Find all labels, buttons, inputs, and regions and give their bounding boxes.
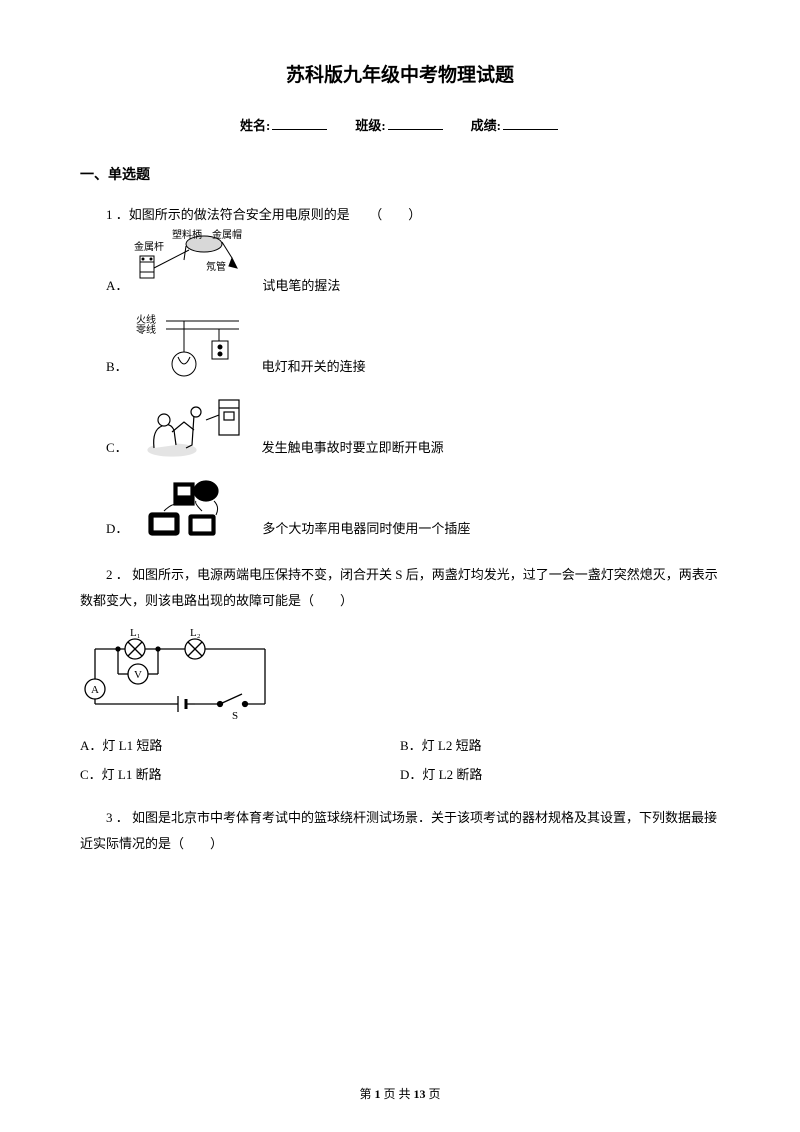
label-neutral: 零线 (136, 323, 156, 336)
label-rod: 金属杆 (134, 240, 164, 253)
l1-label: L₁ (130, 627, 141, 639)
q2-optB: B．灯 L2 短路 (400, 732, 720, 761)
footer-mid: 页 共 (380, 1087, 413, 1101)
opt-letter: D． (106, 516, 128, 546)
q1-img-a: 塑料柄 金属帽 金属杆 氖管 (134, 228, 254, 303)
voltmeter-label: V (134, 669, 142, 681)
switch-label: S (232, 710, 238, 722)
q1-optA-caption: 试电笔的握法 (262, 273, 340, 303)
q1-optB-caption: 电灯和开关的连接 (262, 354, 366, 384)
class-blank[interactable] (388, 116, 443, 130)
footer-prefix: 第 (359, 1087, 374, 1101)
l2-label: L₂ (190, 627, 201, 639)
question-2: 2 ． 如图所示，电源两端电压保持不变，闭合开关 S 后，两盏灯均发光，过了一会… (80, 562, 720, 789)
ammeter-label: A (91, 684, 99, 696)
score-label: 成绩: (471, 118, 501, 133)
q2-optC: C．灯 L1 断路 (80, 761, 400, 790)
q2-optA: A．灯 L1 短路 (80, 732, 400, 761)
footer-total: 13 (414, 1087, 426, 1101)
q1-img-c (134, 390, 254, 465)
name-label: 姓名: (240, 118, 270, 133)
opt-letter: A． (106, 273, 128, 303)
section-heading: 一、单选题 (80, 164, 720, 184)
q1-img-d (134, 471, 254, 546)
score-blank[interactable] (503, 116, 558, 130)
header-fields: 姓名: 班级: 成绩: (80, 115, 720, 134)
footer-suffix: 页 (426, 1087, 441, 1101)
q3-text: 3 ． 如图是北京市中考体育考试中的篮球绕杆测试场景．关于该项考试的器材规格及其… (80, 805, 720, 857)
q1-option-c: C． 发生触电事故时要立即断开电源 (106, 390, 720, 465)
q1-optD-caption: 多个大功率用电器同时使用一个插座 (262, 516, 470, 546)
question-3: 3 ． 如图是北京市中考体育考试中的篮球绕杆测试场景．关于该项考试的器材规格及其… (80, 805, 720, 857)
page-title: 苏科版九年级中考物理试题 (80, 60, 720, 87)
label-plastic: 塑料柄 (172, 228, 202, 241)
q1-img-b: 火线 零线 (134, 309, 254, 384)
label-cap: 金属帽 (212, 228, 242, 241)
opt-letter: B． (106, 354, 128, 384)
question-1: 1 ．如图所示的做法符合安全用电原则的是 （ ） A． 塑料柄 (80, 202, 720, 546)
q1-option-b: B． 火线 零线 电灯和开关的连接 (106, 309, 720, 384)
label-neon: 氖管 (206, 260, 226, 273)
q1-optC-caption: 发生触电事故时要立即断开电源 (262, 435, 444, 465)
page-footer: 第 1 页 共 13 页 (0, 1085, 800, 1102)
q2-circuit: A V L₁ L₂ S (80, 624, 720, 724)
class-label: 班级: (355, 118, 385, 133)
q2-optD: D．灯 L2 断路 (400, 761, 720, 790)
q1-option-d: D． 多个大功率用电器同时使用一个插座 (106, 471, 720, 546)
q2-text: 2 ． 如图所示，电源两端电压保持不变，闭合开关 S 后，两盏灯均发光，过了一会… (80, 562, 720, 614)
name-blank[interactable] (272, 116, 327, 130)
q2-options: A．灯 L1 短路 B．灯 L2 短路 C．灯 L1 断路 D．灯 L2 断路 (80, 732, 720, 789)
q1-option-a: A． 塑料柄 金属帽 金属杆 氖管 (106, 228, 720, 303)
opt-letter: C． (106, 435, 128, 465)
q1-text: 1 ．如图所示的做法符合安全用电原则的是 （ ） (80, 202, 720, 228)
